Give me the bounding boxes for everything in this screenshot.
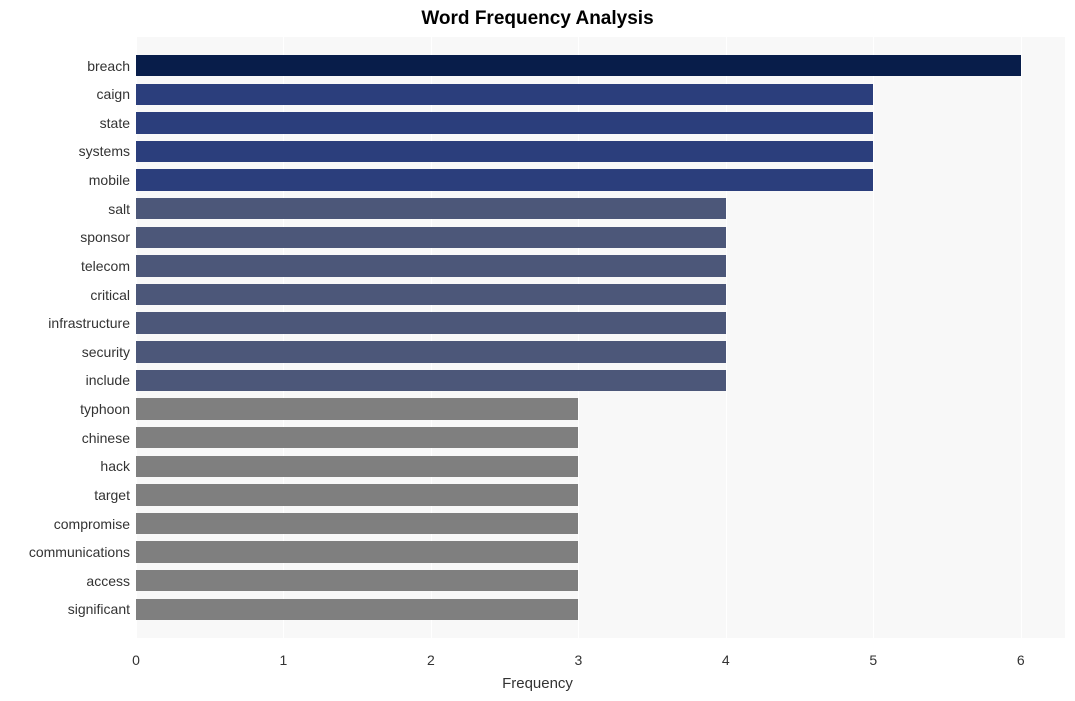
- y-tick-label: telecom: [81, 258, 130, 274]
- bar: [136, 312, 726, 333]
- y-tick-label: breach: [87, 58, 130, 74]
- y-tick-label: chinese: [82, 430, 130, 446]
- bar: [136, 112, 873, 133]
- bar: [136, 570, 578, 591]
- bar: [136, 84, 873, 105]
- x-tick-label: 6: [1017, 652, 1025, 668]
- gridline: [873, 37, 874, 638]
- bar: [136, 55, 1021, 76]
- y-tick-label: state: [100, 115, 130, 131]
- x-axis-label: Frequency: [0, 675, 1075, 692]
- y-tick-label: compromise: [54, 516, 130, 532]
- bar: [136, 255, 726, 276]
- y-tick-label: hack: [100, 458, 130, 474]
- bar: [136, 141, 873, 162]
- y-tick-label: infrastructure: [48, 315, 130, 331]
- bar: [136, 484, 578, 505]
- y-tick-label: communications: [29, 544, 130, 560]
- y-tick-label: access: [86, 573, 130, 589]
- bar: [136, 513, 578, 534]
- y-tick-label: include: [86, 372, 130, 388]
- bar: [136, 456, 578, 477]
- bar: [136, 370, 726, 391]
- y-tick-label: mobile: [89, 172, 130, 188]
- y-tick-label: systems: [79, 143, 130, 159]
- bar: [136, 227, 726, 248]
- chart-title: Word Frequency Analysis: [0, 8, 1075, 30]
- x-tick-label: 5: [869, 652, 877, 668]
- gridline: [1021, 37, 1022, 638]
- bar: [136, 341, 726, 362]
- plot-area: [136, 37, 1065, 638]
- bar: [136, 398, 578, 419]
- bar: [136, 599, 578, 620]
- y-tick-label: typhoon: [80, 401, 130, 417]
- x-tick-label: 0: [132, 652, 140, 668]
- y-tick-label: significant: [68, 601, 130, 617]
- y-tick-label: target: [94, 487, 130, 503]
- x-tick-label: 4: [722, 652, 730, 668]
- bar: [136, 427, 578, 448]
- y-tick-label: salt: [108, 201, 130, 217]
- bar: [136, 169, 873, 190]
- y-tick-label: caign: [97, 86, 130, 102]
- bar: [136, 198, 726, 219]
- y-tick-label: sponsor: [80, 229, 130, 245]
- y-tick-label: critical: [90, 287, 130, 303]
- y-tick-label: security: [82, 344, 130, 360]
- x-tick-label: 1: [280, 652, 288, 668]
- bar: [136, 284, 726, 305]
- bar: [136, 541, 578, 562]
- x-tick-label: 3: [574, 652, 582, 668]
- x-tick-label: 2: [427, 652, 435, 668]
- chart-container: Word Frequency Analysis Frequency 0 1 2 3 4 5…: [0, 0, 1075, 701]
